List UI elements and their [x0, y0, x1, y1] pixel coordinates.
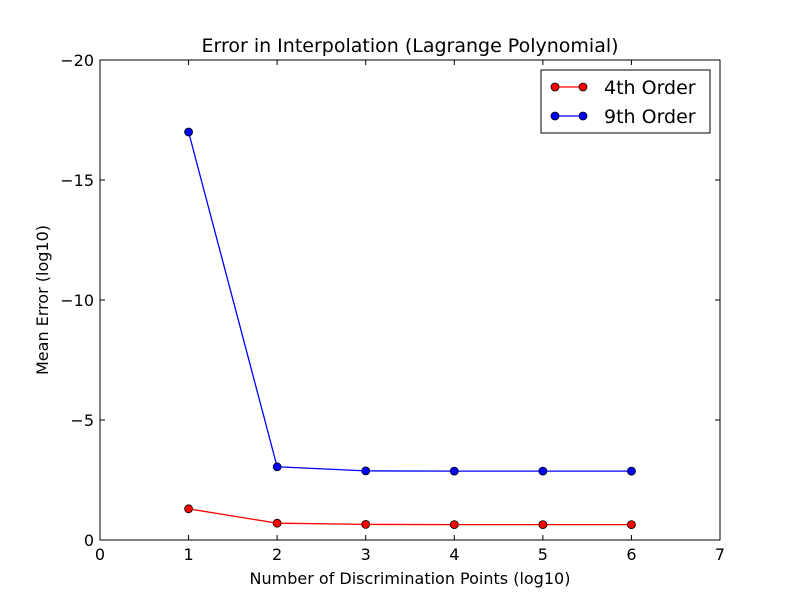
y-axis-label: Mean Error (log10)	[33, 225, 52, 375]
legend-marker	[550, 111, 560, 121]
legend-item: 4th Order	[550, 77, 696, 99]
legend-marker	[578, 82, 588, 92]
legend-label: 4th Order	[604, 77, 696, 99]
y-tick-label: −10	[60, 291, 94, 310]
x-axis-label: Number of Discrimination Points (log10)	[250, 569, 571, 588]
plot-area	[99, 59, 721, 541]
legend-item: 9th Order	[550, 106, 696, 128]
data-point	[184, 127, 193, 137]
y-tick-label: 0	[84, 531, 94, 550]
x-tick-label: 7	[715, 545, 725, 564]
data-point	[361, 466, 371, 476]
data-point	[272, 518, 282, 528]
legend-marker	[578, 111, 588, 121]
series-layer	[184, 127, 636, 530]
legend-label: 9th Order	[604, 106, 696, 128]
data-point	[627, 466, 636, 476]
series-2	[184, 127, 636, 476]
x-tick-label: 5	[538, 545, 548, 564]
axis-ticks: 0 1 2 3 4 5 6 7 −20 −15 −10 −5 0	[60, 51, 725, 564]
y-tick-label: −5	[70, 411, 94, 430]
data-point	[538, 466, 548, 476]
data-point	[449, 520, 459, 530]
x-tick-label: 1	[183, 545, 193, 564]
data-point	[449, 466, 459, 476]
data-point	[627, 520, 636, 530]
legend-box	[540, 69, 711, 134]
x-tick-label: 3	[361, 545, 371, 564]
chart-title: Error in Interpolation (Lagrange Polynom…	[201, 35, 618, 57]
data-point	[272, 462, 282, 472]
x-tick-label: 6	[626, 545, 636, 564]
series-1	[184, 504, 636, 530]
y-tick-label: −20	[60, 51, 94, 70]
legend-marker	[550, 82, 560, 92]
series-line	[187, 131, 632, 472]
series-line	[188, 508, 632, 526]
data-point	[361, 520, 371, 529]
x-tick-label: 4	[449, 545, 459, 564]
legend: 4th Order 9th Order	[540, 69, 711, 134]
data-point	[538, 520, 548, 530]
data-point	[184, 504, 193, 514]
x-tick-label: 2	[272, 545, 282, 564]
y-tick-label: −15	[60, 171, 94, 190]
x-tick-label: 0	[95, 545, 105, 564]
